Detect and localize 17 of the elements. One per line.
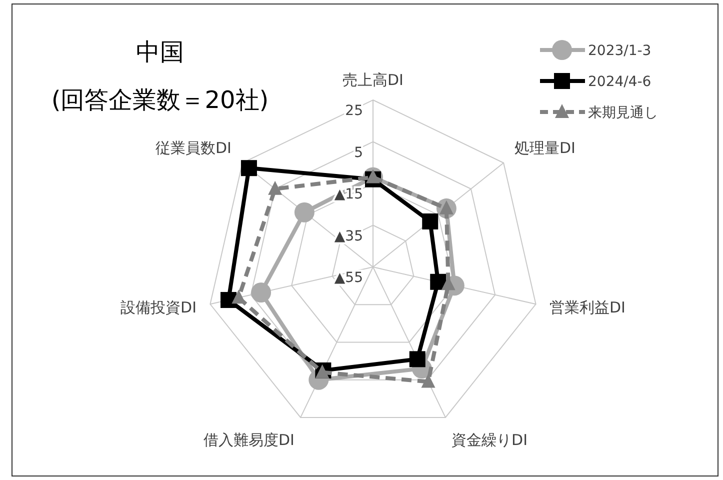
spoke-label: 借入難易度DI: [203, 431, 294, 450]
y-tick-label: ▲55: [334, 270, 363, 286]
y-tick-label: ▲35: [334, 228, 363, 244]
y-tick-label: ▲15: [334, 186, 363, 202]
y-tick-label: 25: [345, 103, 363, 119]
y-tick-label: 5: [354, 144, 363, 161]
spoke-label: 営業利益DI: [549, 298, 626, 316]
spoke-label: 売上高DI: [342, 71, 404, 89]
chart-title: 中国: [136, 38, 184, 66]
legend-label: 2024/4-6: [588, 74, 652, 90]
legend-label: 2023/1-3: [588, 43, 652, 59]
spoke-label: 処理量DI: [514, 139, 576, 158]
legend-label: 来期見通し: [588, 105, 658, 121]
spoke-label: 設備投資DI: [120, 298, 197, 316]
spoke-label: 資金繰りDI: [452, 431, 528, 450]
text: (回答企業数＝20社): [51, 86, 269, 114]
spoke-label: 従業員数DI: [156, 139, 232, 158]
